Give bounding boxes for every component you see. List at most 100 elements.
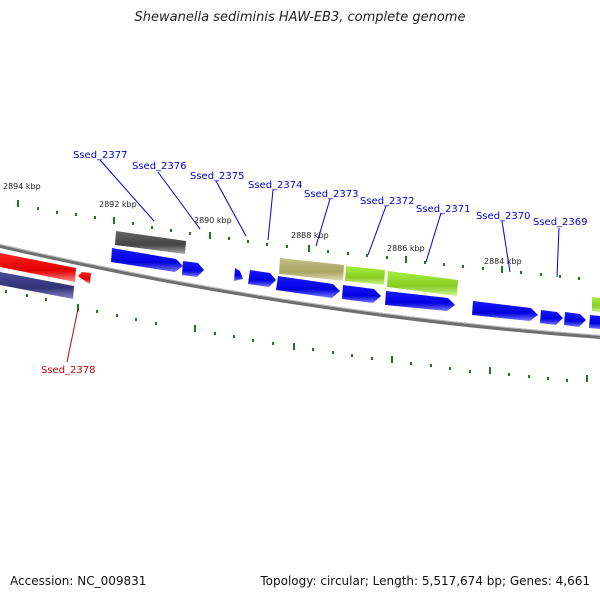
gene-label-ssed-2374[interactable]: Ssed_2374: [248, 180, 303, 191]
gene-arrow-lime[interactable]: [387, 271, 458, 296]
major-tick: [293, 343, 295, 350]
gene-label-ssed-2373[interactable]: Ssed_2373: [304, 189, 359, 200]
minor-tick: [462, 265, 464, 268]
gene-arrow-blue[interactable]: [248, 270, 276, 287]
gene-arrow-blue[interactable]: [342, 285, 381, 303]
minor-tick: [155, 322, 157, 325]
reverse-strand-genes: [0, 248, 600, 329]
kbp-label: 2886 kbp: [387, 244, 425, 253]
minor-tick: [312, 348, 314, 351]
gene-label-ssed-2369[interactable]: Ssed_2369: [533, 217, 588, 228]
minor-tick: [286, 245, 288, 248]
minor-tick: [430, 364, 432, 367]
minor-tick: [578, 277, 580, 280]
minor-tick: [410, 362, 412, 365]
genome-summary: Topology: circular; Length: 5,517,674 bp…: [260, 574, 590, 588]
minor-tick: [214, 332, 216, 335]
gene-arrow-navy[interactable]: [0, 272, 74, 299]
gene-arrow-blue[interactable]: [540, 310, 563, 325]
label-leader: [556, 227, 560, 278]
label-leader: [425, 212, 442, 263]
map-title: Shewanella sediminis HAW-EB3, complete g…: [134, 10, 466, 25]
minor-tick: [327, 250, 329, 253]
minor-tick: [116, 314, 118, 317]
major-tick: [391, 356, 393, 363]
kbp-label: 2892 kbp: [99, 200, 137, 209]
upper-ticks: [17, 200, 580, 280]
minor-tick: [347, 252, 349, 255]
gene-label-ssed-2370[interactable]: Ssed_2370: [476, 211, 531, 222]
major-tick: [194, 325, 196, 332]
major-tick: [17, 200, 19, 207]
minor-tick: [252, 339, 254, 342]
gene-arrow-red-small[interactable]: [78, 272, 91, 284]
minor-tick: [37, 207, 39, 210]
genome-backbone-highlight: [0, 244, 600, 336]
gene-arrow-olive[interactable]: [279, 258, 344, 281]
major-tick: [405, 256, 407, 263]
minor-tick: [424, 261, 426, 264]
gene-arrow-blue[interactable]: [385, 291, 455, 311]
minor-tick: [547, 377, 549, 380]
gene-arrow-blue[interactable]: [276, 276, 340, 298]
minor-tick: [233, 335, 235, 338]
minor-tick: [508, 373, 510, 376]
gene-label-ssed-2375[interactable]: Ssed_2375: [190, 171, 245, 182]
major-tick: [209, 232, 211, 239]
minor-tick: [135, 318, 137, 321]
minor-tick: [75, 213, 77, 216]
lower-ticks: [5, 290, 588, 382]
kbp-label: 2888 kbp: [291, 231, 329, 240]
minor-tick: [45, 298, 47, 301]
minor-tick: [351, 354, 353, 357]
minor-tick: [386, 256, 388, 259]
gene-arrow-blue-partial[interactable]: [589, 315, 600, 329]
label-leader: [99, 159, 155, 222]
gene-label-ssed-2376[interactable]: Ssed_2376: [132, 161, 187, 172]
major-tick: [113, 217, 115, 224]
gene-label-ssed-2371[interactable]: Ssed_2371: [416, 204, 471, 215]
kbp-label: 2890 kbp: [194, 216, 232, 225]
gene-arrow-blue[interactable]: [182, 261, 204, 277]
gene-arrow-gray[interactable]: [115, 231, 186, 254]
gene-arrow-lime[interactable]: [345, 266, 385, 285]
minor-tick: [96, 310, 98, 313]
gene-arrow-blue[interactable]: [234, 268, 243, 281]
minor-tick: [266, 243, 268, 246]
minor-tick: [56, 211, 58, 214]
minor-tick: [272, 342, 274, 345]
genome-backbone: [0, 244, 600, 339]
gene-arrow-blue[interactable]: [472, 301, 538, 321]
major-tick: [489, 367, 491, 374]
minor-tick: [189, 232, 191, 235]
minor-tick: [170, 229, 172, 232]
minor-tick: [469, 370, 471, 373]
major-tick: [586, 375, 588, 382]
label-leader-red: [66, 308, 79, 363]
kbp-label: 2894 kbp: [3, 182, 41, 191]
gene-arrow-blue[interactable]: [564, 312, 586, 327]
minor-tick: [559, 275, 561, 278]
gene-label-ssed-2378[interactable]: Ssed_2378: [41, 365, 96, 376]
gene-arrow-red[interactable]: [0, 253, 76, 282]
minor-tick: [132, 222, 134, 225]
label-leader: [267, 189, 274, 241]
minor-tick: [5, 290, 7, 293]
major-tick: [501, 266, 503, 273]
gene-label-ssed-2372[interactable]: Ssed_2372: [360, 196, 415, 207]
minor-tick: [520, 271, 522, 274]
gene-arrow-lime-partial[interactable]: [592, 297, 600, 312]
label-leader: [501, 220, 511, 273]
minor-tick: [371, 357, 373, 360]
minor-tick: [26, 294, 28, 297]
label-leader: [157, 171, 201, 230]
minor-tick: [332, 351, 334, 354]
gene-arrow-blue[interactable]: [111, 248, 183, 272]
major-tick: [77, 304, 79, 311]
gene-label-ssed-2377[interactable]: Ssed_2377: [73, 150, 128, 161]
kbp-label: 2884 kbp: [484, 257, 522, 266]
accession-label: Accession: NC_009831: [10, 574, 147, 588]
minor-tick: [540, 273, 542, 276]
